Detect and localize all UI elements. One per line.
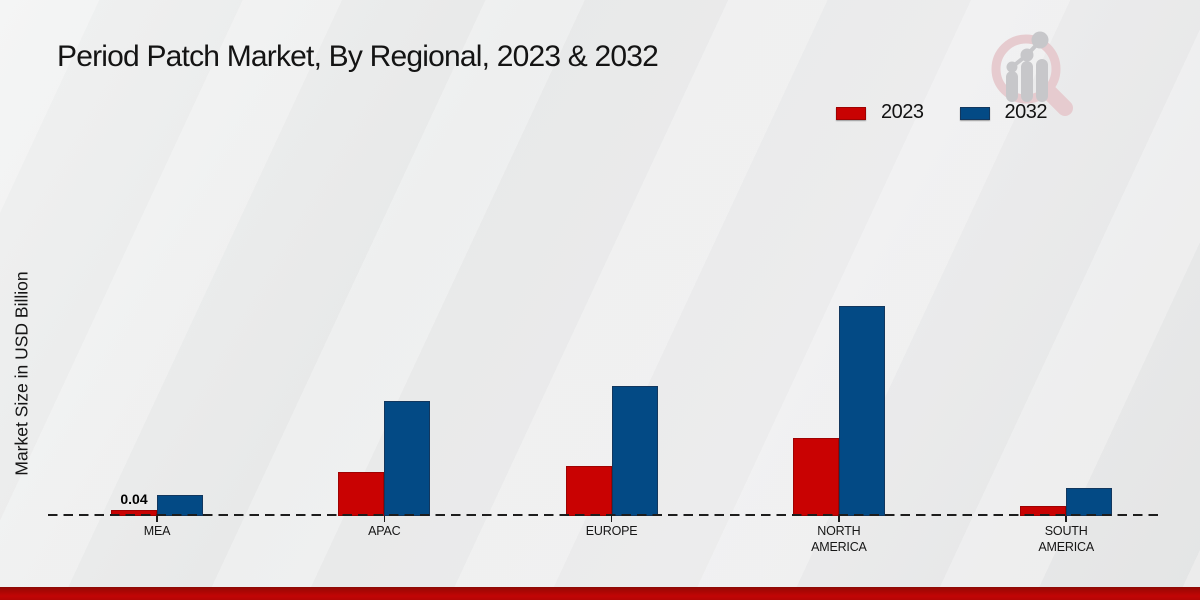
bar-2032-europe (611, 386, 658, 516)
x-axis-tick-north-america (838, 516, 840, 522)
bar-2023-apac (338, 472, 385, 516)
bar-value-label-mea: 0.04 (120, 490, 148, 507)
bar-2023-europe (565, 465, 612, 516)
x-axis-tick-south-america (1065, 516, 1067, 522)
x-axis-label-apac: APAC (368, 524, 401, 538)
x-axis-label-south-america: SOUTH AMERICA (1038, 524, 1094, 554)
magnifier-chart-logo-icon (991, 31, 1073, 116)
legend-label-2032: 2032 (1004, 101, 1048, 123)
legend-swatch-2032 (959, 107, 990, 120)
legend-item-2032: 2032 (959, 101, 1048, 124)
bar-2032-apac (384, 400, 431, 516)
x-axis-label-europe: EUROPE (585, 524, 638, 538)
x-axis-tick-apac (383, 516, 386, 522)
chart-title: Period Patch Market, By Regional, 2023 &… (57, 40, 659, 73)
legend-item-2023: 2023 (836, 101, 924, 124)
bar-2023-north-america (792, 438, 839, 516)
x-axis-tick-europe (610, 516, 613, 522)
x-axis-label-mea: MEA (143, 524, 171, 538)
legend-swatch-2023 (836, 107, 866, 120)
bar-2032-north-america (838, 306, 885, 516)
legend: 2023 2032 (836, 101, 1047, 124)
legend-label-2023: 2023 (881, 101, 924, 123)
x-axis-tick-mea (156, 516, 158, 522)
x-axis-label-north-america: NORTH AMERICA (811, 524, 867, 554)
x-axis-dashed-baseline (48, 513, 1160, 516)
bar-2032-south-america (1066, 488, 1113, 516)
footer-accent-bar (0, 587, 1200, 600)
